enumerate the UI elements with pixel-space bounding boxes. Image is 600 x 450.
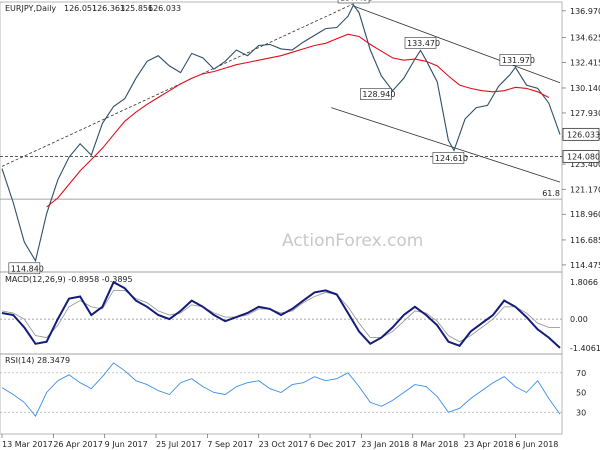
date-tick-label: 13 Mar 2017	[2, 440, 53, 449]
date-tick-label: 26 Apr 2017	[53, 440, 102, 449]
price-tick-label: 130.140	[570, 84, 600, 93]
price-tick-label: 121.170	[570, 185, 600, 194]
annotation-label: 133.470	[407, 39, 440, 48]
annotation-label: 128.940	[362, 90, 395, 99]
rsi-panel-frame	[0, 353, 563, 435]
ohlc-high: 126.363	[92, 4, 125, 13]
price-series-line	[1, 3, 561, 263]
price-tick-label: 118.960	[570, 210, 600, 219]
date-tick-label: 23 Jan 2018	[361, 440, 409, 449]
annotation-label: 114.840	[11, 264, 44, 273]
moving-average-line	[46, 33, 550, 208]
price-tick-label: 116.685	[570, 236, 600, 245]
trend-line	[353, 5, 561, 84]
date-tick-label: 6 Dec 2017	[310, 440, 356, 449]
date-tick-label: 23 Oct 2017	[259, 440, 308, 449]
fib-level-label: 61.8	[542, 189, 560, 198]
level-price-box	[562, 150, 600, 163]
annotation-box	[404, 37, 437, 49]
annotation-box	[360, 88, 392, 100]
price-panel: 61.8 137.490 133.470 131.970 128.940 124.610…	[0, 0, 600, 275]
level-price-label: 124.080	[567, 152, 600, 161]
macd-line	[1, 280, 561, 349]
rsi-panel: 70 50 30 RSI(14) 28.3479	[0, 353, 586, 435]
price-tick-label: 136.970	[570, 7, 600, 16]
trend-line	[1, 3, 354, 167]
price-tick-label: 134.625	[570, 33, 600, 42]
ohlc-low: 125.856	[120, 4, 153, 13]
rsi-tick-label: 50	[576, 389, 586, 398]
macd-tick-label: 1.8066	[570, 278, 598, 287]
watermark: ActionForex.com	[282, 231, 423, 251]
date-axis: 13 Mar 2017 26 Apr 2017 9 Jun 2017 25 Jul 2…	[1, 434, 558, 449]
last-price-box	[562, 127, 600, 141]
annotation-box	[499, 54, 532, 66]
annotation-box	[432, 152, 465, 164]
rsi-tick-label: 70	[576, 369, 586, 378]
annotation-box	[337, 0, 370, 4]
date-tick-label: 23 Apr 2018	[464, 440, 513, 449]
date-tick-label: 7 Sep 2017	[207, 440, 253, 449]
annotation-box	[8, 262, 41, 275]
price-header: EURJPY,Daily	[5, 4, 56, 13]
rsi-level-lines	[0, 372, 562, 413]
macd-panel: 1.8066 0.00 -1.4061 MACD(12,26,9) -0.8958 …	[0, 271, 600, 355]
ohlc-close: 126.033	[148, 4, 181, 13]
macd-tick-label: 0.00	[570, 315, 588, 324]
price-gridlines	[562, 10, 566, 266]
rsi-header: RSI(14) 28.3479	[5, 356, 70, 365]
price-tick-label: 132.415	[570, 58, 600, 67]
price-tick-label: 127.930	[570, 109, 600, 118]
price-tick-label: 123.400	[570, 160, 600, 169]
date-tick-label: 9 Jun 2017	[105, 440, 148, 449]
trend-line	[331, 107, 561, 183]
annotation-label: 137.490	[340, 0, 373, 2]
date-tick-label: 25 Jul 2017	[156, 440, 201, 449]
macd-header: MACD(12,26,9) -0.8958 -0.3895	[5, 275, 133, 284]
rsi-line	[1, 362, 561, 418]
price-annotations: 137.490 133.470 131.970 128.940 124.610 114.8…	[8, 0, 535, 275]
rsi-tick-label: 30	[576, 408, 586, 417]
trend-channel-lines	[1, 3, 561, 183]
rsi-axis-ticks: 70 50 30	[576, 369, 586, 417]
last-price-label: 126.033	[567, 130, 600, 139]
macd-tick-label: -1.4061	[570, 344, 600, 353]
annotation-label: 124.610	[435, 154, 468, 163]
annotation-label: 131.970	[502, 56, 535, 65]
macd-axis-ticks: 1.8066 0.00 -1.4061	[570, 278, 600, 353]
date-tick-label: 6 Jun 2018	[515, 440, 558, 449]
date-tick-label: 8 Mar 2018	[413, 440, 459, 449]
price-tick-label: 114.475	[570, 261, 600, 270]
ohlc-open: 126.051	[64, 4, 97, 13]
